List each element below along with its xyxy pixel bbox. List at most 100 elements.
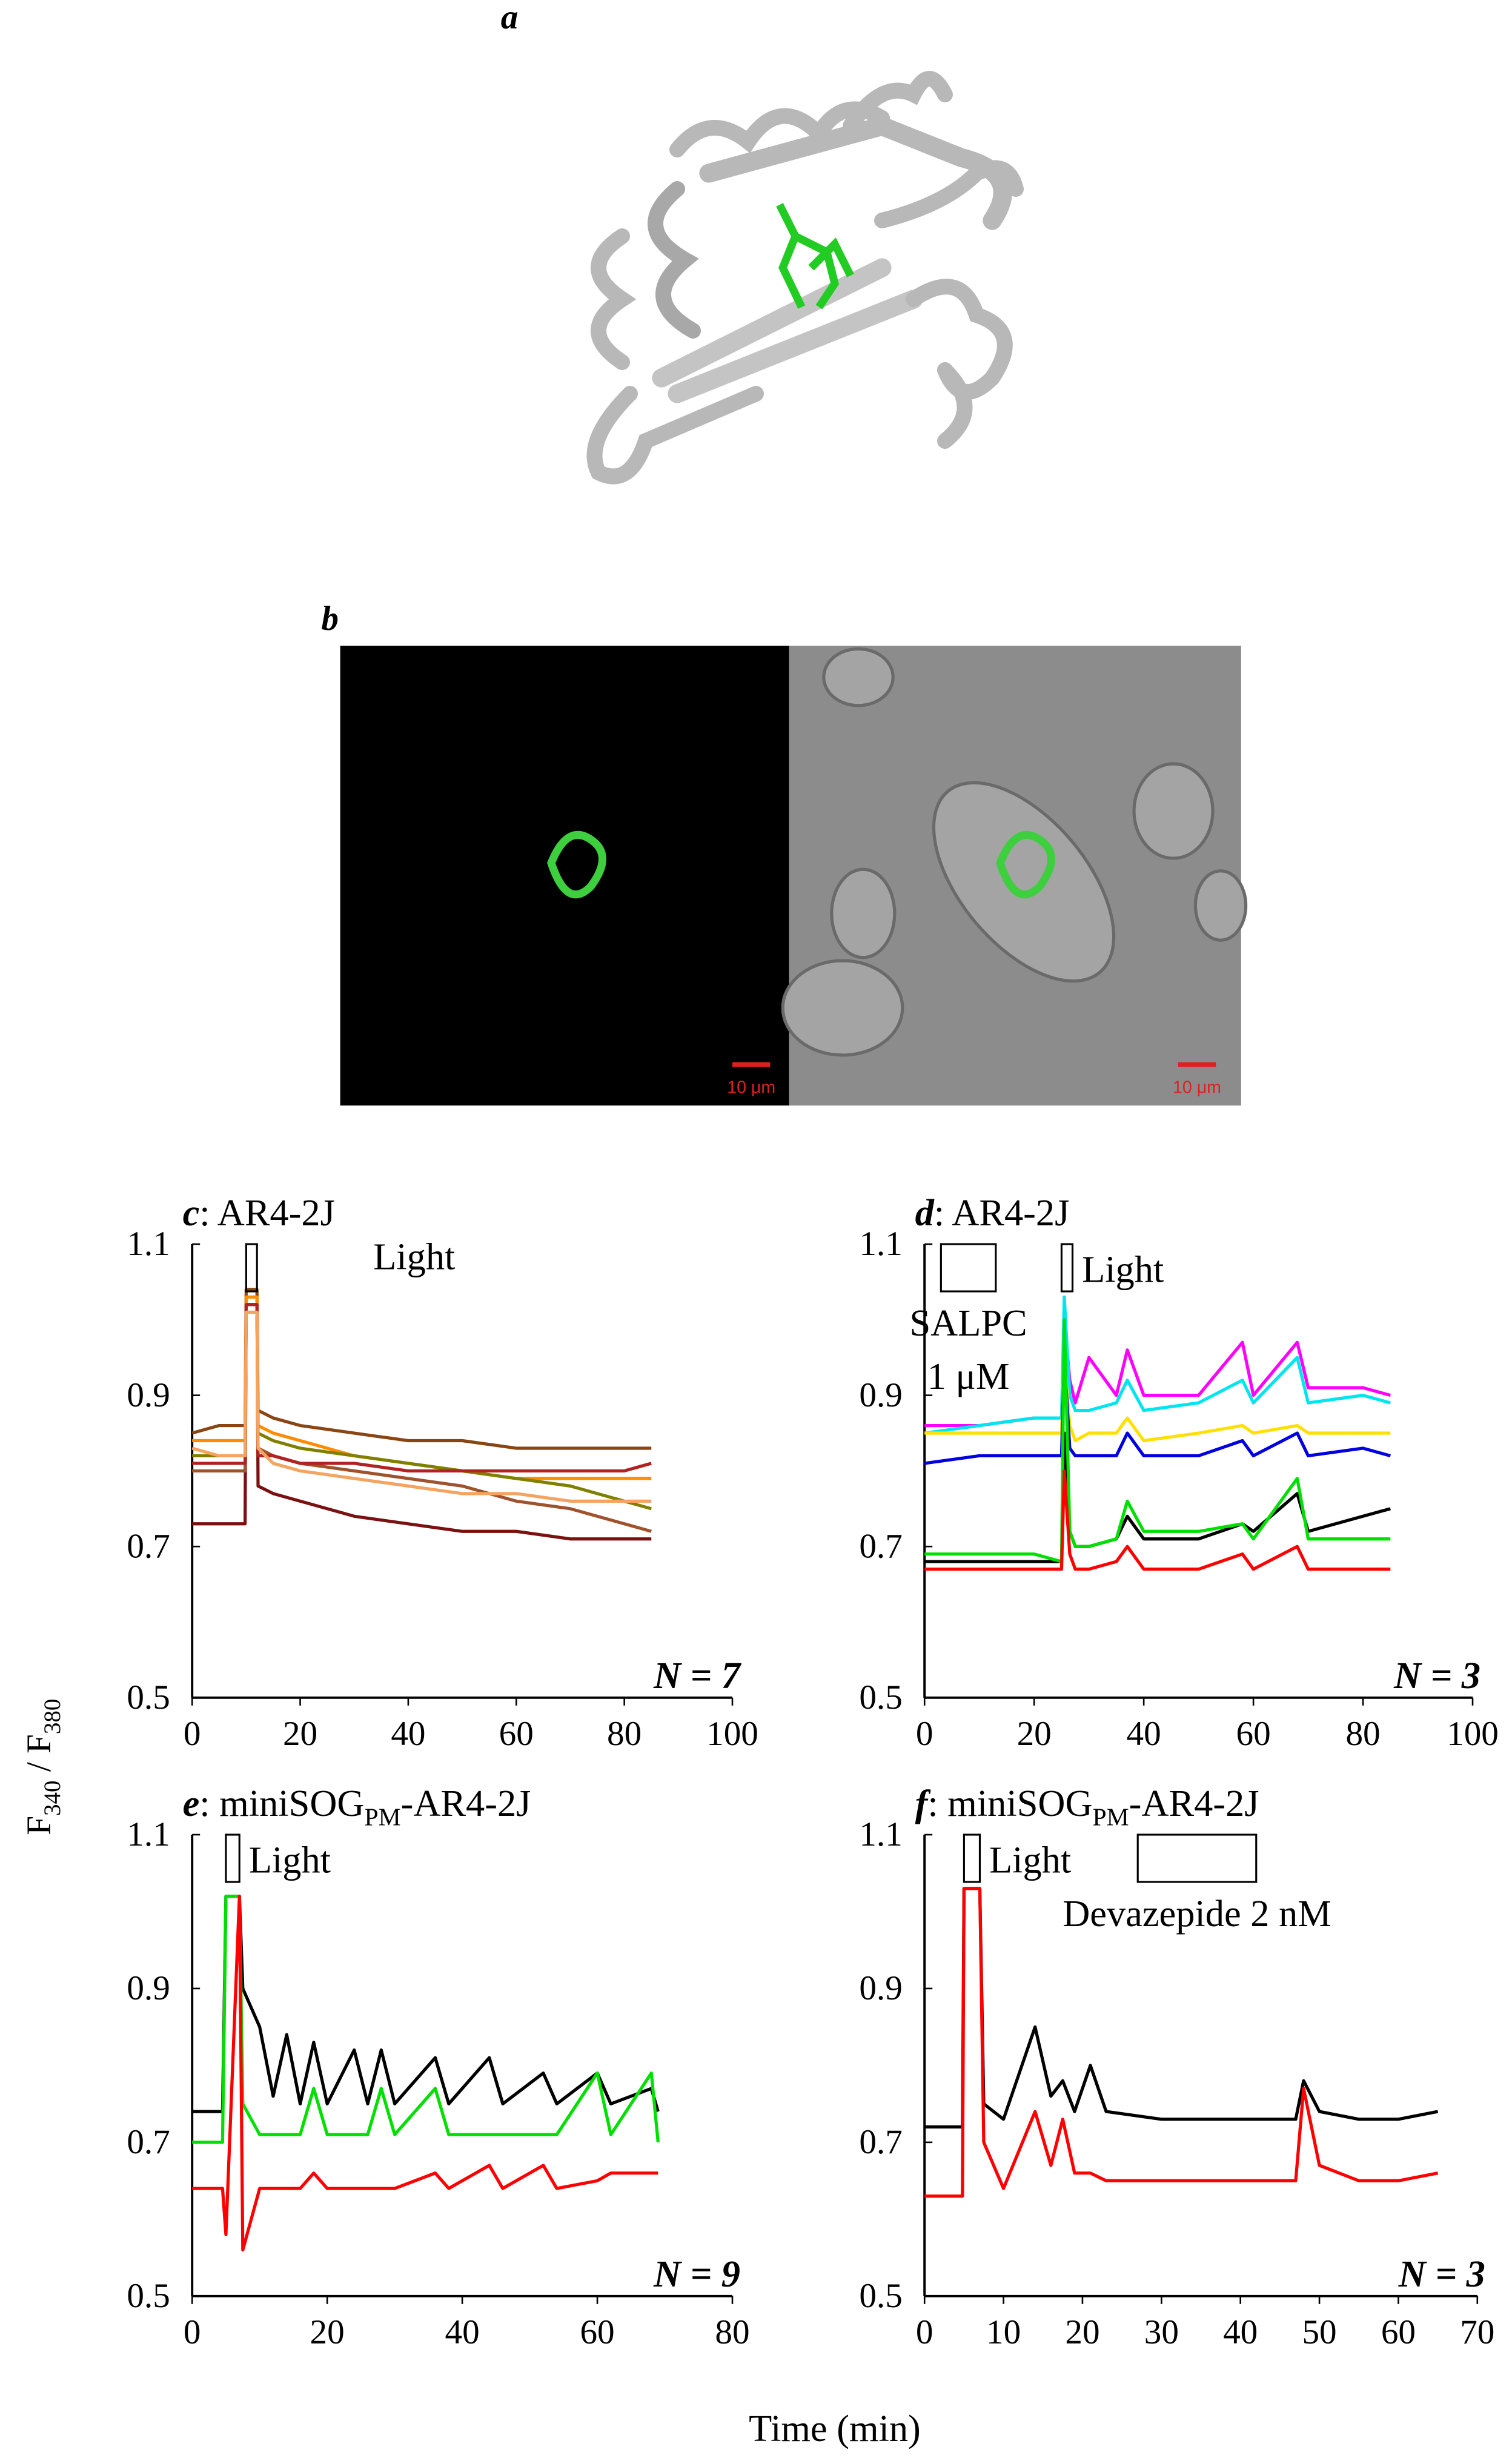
scale-bar-label: 10 μm xyxy=(727,1078,775,1097)
chart: 0.5 0.7 0.9 1.1 0 20 40 60 80 100 Light c: AR4-2J N … xyxy=(127,1192,758,1753)
stimulus-label: Light xyxy=(249,1839,331,1881)
y-tick-label: 1.1 xyxy=(127,1225,170,1263)
stimulus-label: Light xyxy=(989,1839,1071,1881)
title-part: -AR4-2J xyxy=(401,1783,531,1824)
stimulus-box xyxy=(940,1243,997,1293)
scale-bar-label: 10 μm xyxy=(1173,1078,1221,1097)
y-tick-label: 0.7 xyxy=(859,2123,902,2161)
n-label: N = 9 xyxy=(653,2253,740,2295)
data-line xyxy=(191,1288,652,1450)
title-part: : AR4-2J xyxy=(934,1192,1070,1234)
stimulus-box xyxy=(1060,1243,1074,1293)
y-tick-label: 1.1 xyxy=(859,1225,902,1263)
x-tick-label: 40 xyxy=(445,2313,480,2351)
x-tick-label: 40 xyxy=(1127,1715,1161,1753)
x-tick-label: 60 xyxy=(1381,2313,1416,2351)
stimulus-label: Devazepide 2 nM xyxy=(1063,1893,1331,1935)
x-tick-label: 0 xyxy=(184,1715,201,1753)
data-line xyxy=(924,1295,1391,1435)
title-part: : miniSOG xyxy=(927,1783,1092,1824)
y-tick-label: 1.1 xyxy=(859,1815,902,1853)
y-tick-label: 0.7 xyxy=(127,2123,170,2161)
chart: 0.5 0.7 0.9 1.1 0 20 40 60 80 100 SALPC 1 μM Light d:… xyxy=(859,1192,1499,1753)
data-line xyxy=(192,1303,652,1541)
x-tick-label: 20 xyxy=(283,1715,317,1753)
x-tick-label: 60 xyxy=(580,2313,614,2351)
stimulus-label: Light xyxy=(1082,1248,1164,1290)
y-tick-label: 1.1 xyxy=(127,1815,170,1853)
chart-title: c: AR4-2J xyxy=(183,1192,335,1234)
x-tick-label: 80 xyxy=(715,2313,749,2351)
y-tick-label: 0.5 xyxy=(127,1678,170,1717)
y-tick-label: 0.9 xyxy=(127,1969,170,2007)
stimulus-box xyxy=(225,1833,240,1883)
x-tick-label: 80 xyxy=(1345,1715,1380,1753)
stimulus-box xyxy=(245,1243,258,1293)
data-line xyxy=(924,1356,1391,1443)
chromophore xyxy=(776,203,854,310)
y-axis-label: F340 / F380 xyxy=(20,1699,65,1835)
fluorescence-image xyxy=(340,646,789,1106)
y-label-part: / F xyxy=(20,1734,58,1780)
y-tick-label: 0.5 xyxy=(127,2277,170,2315)
title-part: PM xyxy=(364,1803,400,1830)
data-line xyxy=(924,1887,1439,2198)
n-label: N = 7 xyxy=(653,1655,742,1697)
fluorescent-cell xyxy=(996,830,1055,899)
panel-label: a xyxy=(501,0,519,36)
chart: 0.5 0.7 0.9 1.1 0 10 20 30 40 50 60 70 Light Devazepi… xyxy=(859,1783,1494,2351)
x-tick-label: 100 xyxy=(1447,1715,1499,1753)
y-tick-label: 0.7 xyxy=(127,1527,170,1565)
x-tick-label: 60 xyxy=(1236,1715,1270,1753)
chart: 0.5 0.7 0.9 1.1 0 20 40 60 80 Light e: miniSOGPM-A… xyxy=(127,1783,749,2351)
cells xyxy=(781,647,1248,1057)
stimulus-box xyxy=(963,1833,981,1883)
x-axis-label: Time (min) xyxy=(749,2408,921,2449)
y-label-part: F xyxy=(20,1816,58,1835)
x-tick-label: 20 xyxy=(1065,2313,1099,2351)
protein-structure xyxy=(586,71,1024,485)
title-part: : AR4-2J xyxy=(199,1192,335,1234)
x-tick-label: 30 xyxy=(1144,2313,1179,2351)
title-part: c xyxy=(183,1192,200,1234)
x-tick-label: 100 xyxy=(706,1715,758,1753)
title-part: -AR4-2J xyxy=(1129,1783,1259,1824)
x-tick-label: 20 xyxy=(310,2313,345,2351)
y-tick-label: 0.5 xyxy=(859,2277,902,2315)
data-line xyxy=(924,1469,1391,1571)
stimulus-label: 1 μM xyxy=(927,1356,1010,1397)
chart-title: e: miniSOGPM-AR4-2J xyxy=(183,1783,531,1831)
fluorescent-cell xyxy=(547,830,606,899)
data-line xyxy=(924,1431,1391,1563)
panel-label: b xyxy=(321,600,339,638)
chart-title: f: miniSOGPM-AR4-2J xyxy=(915,1783,1259,1831)
x-tick-label: 0 xyxy=(916,1715,933,1753)
x-tick-label: 70 xyxy=(1460,2313,1494,2351)
x-tick-label: 80 xyxy=(607,1715,642,1753)
title-part: e xyxy=(183,1783,200,1824)
data-line xyxy=(192,1895,660,2144)
y-label-part: 380 xyxy=(39,1699,65,1735)
stimulus-label: Light xyxy=(373,1236,455,1278)
x-tick-label: 0 xyxy=(916,2313,933,2351)
data-line xyxy=(192,1303,652,1473)
data-line xyxy=(191,1310,652,1503)
data-line xyxy=(924,1318,1391,1563)
data-line xyxy=(192,1895,660,2113)
x-tick-label: 60 xyxy=(499,1715,534,1753)
title-part: : miniSOG xyxy=(199,1783,364,1824)
stimulus-label: SALPC xyxy=(909,1302,1027,1344)
x-tick-label: 50 xyxy=(1302,2313,1336,2351)
title-part: PM xyxy=(1093,1803,1129,1830)
x-tick-label: 40 xyxy=(1223,2313,1258,2351)
data-line xyxy=(192,1303,652,1533)
x-tick-label: 20 xyxy=(1017,1715,1052,1753)
data-line xyxy=(192,1895,658,2252)
title-part: d xyxy=(915,1192,935,1234)
x-tick-label: 40 xyxy=(391,1715,425,1753)
y-tick-label: 0.9 xyxy=(859,1969,902,2007)
n-label: N = 3 xyxy=(1398,2253,1485,2295)
data-line xyxy=(924,1356,1391,1465)
